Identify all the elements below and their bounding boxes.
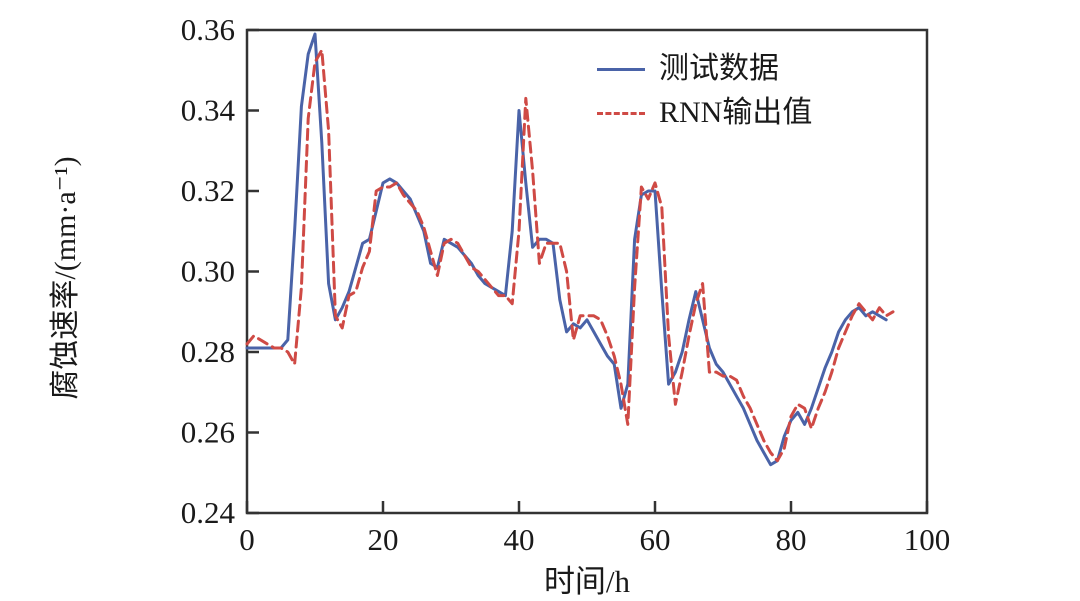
y-axis-title: 腐蚀速率/(mm·a⁻¹) [49,156,82,400]
legend-label-test-data: 测试数据 [659,52,779,85]
legend: 测试数据 RNN输出值 [597,52,812,130]
y-tick-label: 0.24 [181,495,236,530]
series-line-0 [245,32,888,467]
x-tick-label: 60 [640,522,671,557]
legend-item-rnn-output: RNN输出值 [597,96,812,130]
x-axis-title: 时间/h [543,564,631,599]
y-tick-label: 0.32 [181,173,235,208]
y-tick-label: 0.28 [181,334,235,369]
legend-item-test-data: 测试数据 [597,52,812,86]
plot-frame [245,28,929,515]
y-tick-label: 0.26 [181,415,235,450]
x-tick-label: 0 [239,522,255,557]
y-tick-label: 0.36 [181,12,235,47]
x-tick-label: 100 [904,522,951,557]
series-line-1 [245,48,895,463]
x-tick-label: 80 [776,522,807,557]
y-tick-label: 0.30 [181,254,235,289]
legend-label-rnn-output: RNN输出值 [659,96,813,129]
x-tick-label: 20 [368,522,399,557]
dashed-line-swatch-icon [597,111,645,115]
y-tick-label: 0.34 [181,93,236,128]
x-tick-label: 40 [504,522,535,557]
solid-line-swatch-icon [597,67,645,71]
